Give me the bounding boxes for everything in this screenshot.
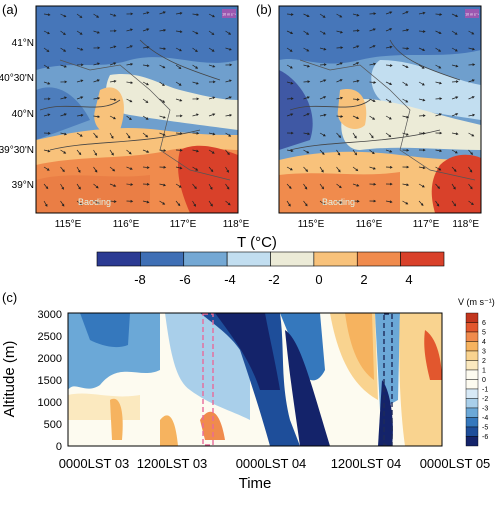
city-label-baoding-a: Baoding: [78, 197, 111, 207]
v-colorbar-segment: [465, 369, 479, 380]
v-colorbar-segment: [465, 388, 479, 399]
x-axis-label: Time: [239, 475, 272, 492]
x-tick: 1200LST 04: [331, 456, 402, 471]
panel-label-a: (a): [2, 2, 18, 17]
v-colorbar-tick: 1: [482, 368, 486, 375]
lon-tick: 116°E: [113, 219, 140, 230]
vector-ref-label-b: 10 m s⁻¹: [465, 13, 479, 17]
v-colorbar-segment: [465, 398, 479, 409]
y-tick: 2000: [38, 353, 62, 365]
y-tick: 2500: [38, 331, 62, 343]
colorbar-tick: -2: [268, 272, 280, 287]
v-colorbar-tick: -5: [482, 425, 488, 432]
lat-tick: 39°30'N: [0, 145, 34, 156]
v-colorbar-ticks: 6 5 4 3 2 1 0 -1 -2 -3 -4 -5 -6: [482, 320, 488, 441]
y-axis-label: Altitude (m): [1, 341, 18, 418]
colorbar-segment: [183, 251, 228, 267]
colorbar-segment: [226, 251, 271, 267]
colorbar-segment: [140, 251, 185, 267]
y-tick: 0: [56, 441, 62, 453]
colorbar-segment: [356, 251, 401, 267]
colorbar-title: T (°C): [237, 234, 277, 251]
colorbar-tick: -6: [179, 272, 191, 287]
vector-ref-label-a: 10 m s⁻¹: [222, 13, 236, 17]
v-colorbar-tick: 5: [482, 330, 486, 337]
colorbar-segment: [313, 251, 358, 267]
panel-label-b: (b): [256, 2, 272, 17]
lat-tick: 40°30'N: [0, 73, 34, 84]
lon-tick: 118°E: [223, 219, 250, 230]
v-colorbar-tick: 2: [482, 358, 486, 365]
panel-label-c: (c): [2, 290, 17, 305]
v-colorbar-tick: -6: [482, 434, 488, 441]
v-colorbar-segment: [465, 312, 479, 323]
colorbar-segment: [96, 251, 141, 267]
v-colorbar-tick: 4: [482, 339, 486, 346]
v-colorbar-segment: [465, 426, 479, 437]
v-colorbar-segment: [465, 379, 479, 390]
v-colorbar-segment: [465, 407, 479, 418]
v-colorbar-title: V (m s⁻¹): [458, 297, 495, 307]
lon-tick: 116°E: [356, 219, 383, 230]
wind-vectors-b: [286, 11, 476, 207]
v-colorbar-tick: 6: [482, 320, 486, 327]
v-colorbar-tick: -3: [482, 406, 488, 413]
lon-tick: 118°E: [452, 219, 479, 230]
v-colorbar-segment: [465, 350, 479, 361]
panel-a-map: 10 m s⁻¹ Baoding: [35, 5, 239, 214]
colorbar-tick: -8: [134, 272, 146, 287]
y-tick: 1000: [38, 397, 62, 409]
v-colorbar: [465, 312, 479, 447]
v-colorbar-tick: 3: [482, 349, 486, 356]
lat-tick: 41°N: [12, 38, 34, 49]
vector-legend-a: [222, 9, 236, 18]
colorbar-tick: 0: [315, 272, 322, 287]
x-tick: 0000LST 05: [420, 456, 491, 471]
lat-tick: 40°N: [12, 109, 34, 120]
vector-legend-b: [465, 9, 479, 18]
v-colorbar-segment: [465, 436, 479, 447]
colorbar-tick: 2: [360, 272, 367, 287]
city-label-baoding-b: Baoding: [322, 197, 355, 207]
y-tick: 3000: [38, 309, 62, 321]
x-tick: 0000LST 03: [59, 456, 130, 471]
lon-tick: 117°E: [413, 219, 440, 230]
colorbar-tick: -4: [224, 272, 236, 287]
v-colorbar-segment: [465, 360, 479, 371]
v-colorbar-tick: -2: [482, 396, 488, 403]
wind-vectors-a: [43, 11, 233, 207]
panel-c-heatmap: [67, 312, 443, 447]
colorbar-segment: [270, 251, 315, 267]
lon-tick: 115°E: [298, 219, 325, 230]
v-colorbar-segment: [465, 417, 479, 428]
v-colorbar-segment: [465, 341, 479, 352]
temperature-colorbar: [96, 251, 445, 267]
colorbar-tick: 4: [405, 272, 412, 287]
panel-b-map: 10 m s⁻¹ Baoding: [278, 5, 482, 214]
y-tick: 500: [44, 419, 62, 431]
x-tick: 0000LST 04: [236, 456, 307, 471]
colorbar-segment: [400, 251, 445, 267]
v-colorbar-segment: [465, 322, 479, 333]
v-colorbar-tick: 0: [482, 377, 486, 384]
y-tick: 1500: [38, 375, 62, 387]
v-colorbar-tick: -1: [482, 387, 488, 394]
x-tick: 1200LST 03: [137, 456, 208, 471]
v-colorbar-segment: [465, 331, 479, 342]
v-colorbar-tick: -4: [482, 415, 488, 422]
lat-tick: 39°N: [12, 180, 34, 191]
lon-tick: 117°E: [170, 219, 197, 230]
lon-tick: 115°E: [55, 219, 82, 230]
